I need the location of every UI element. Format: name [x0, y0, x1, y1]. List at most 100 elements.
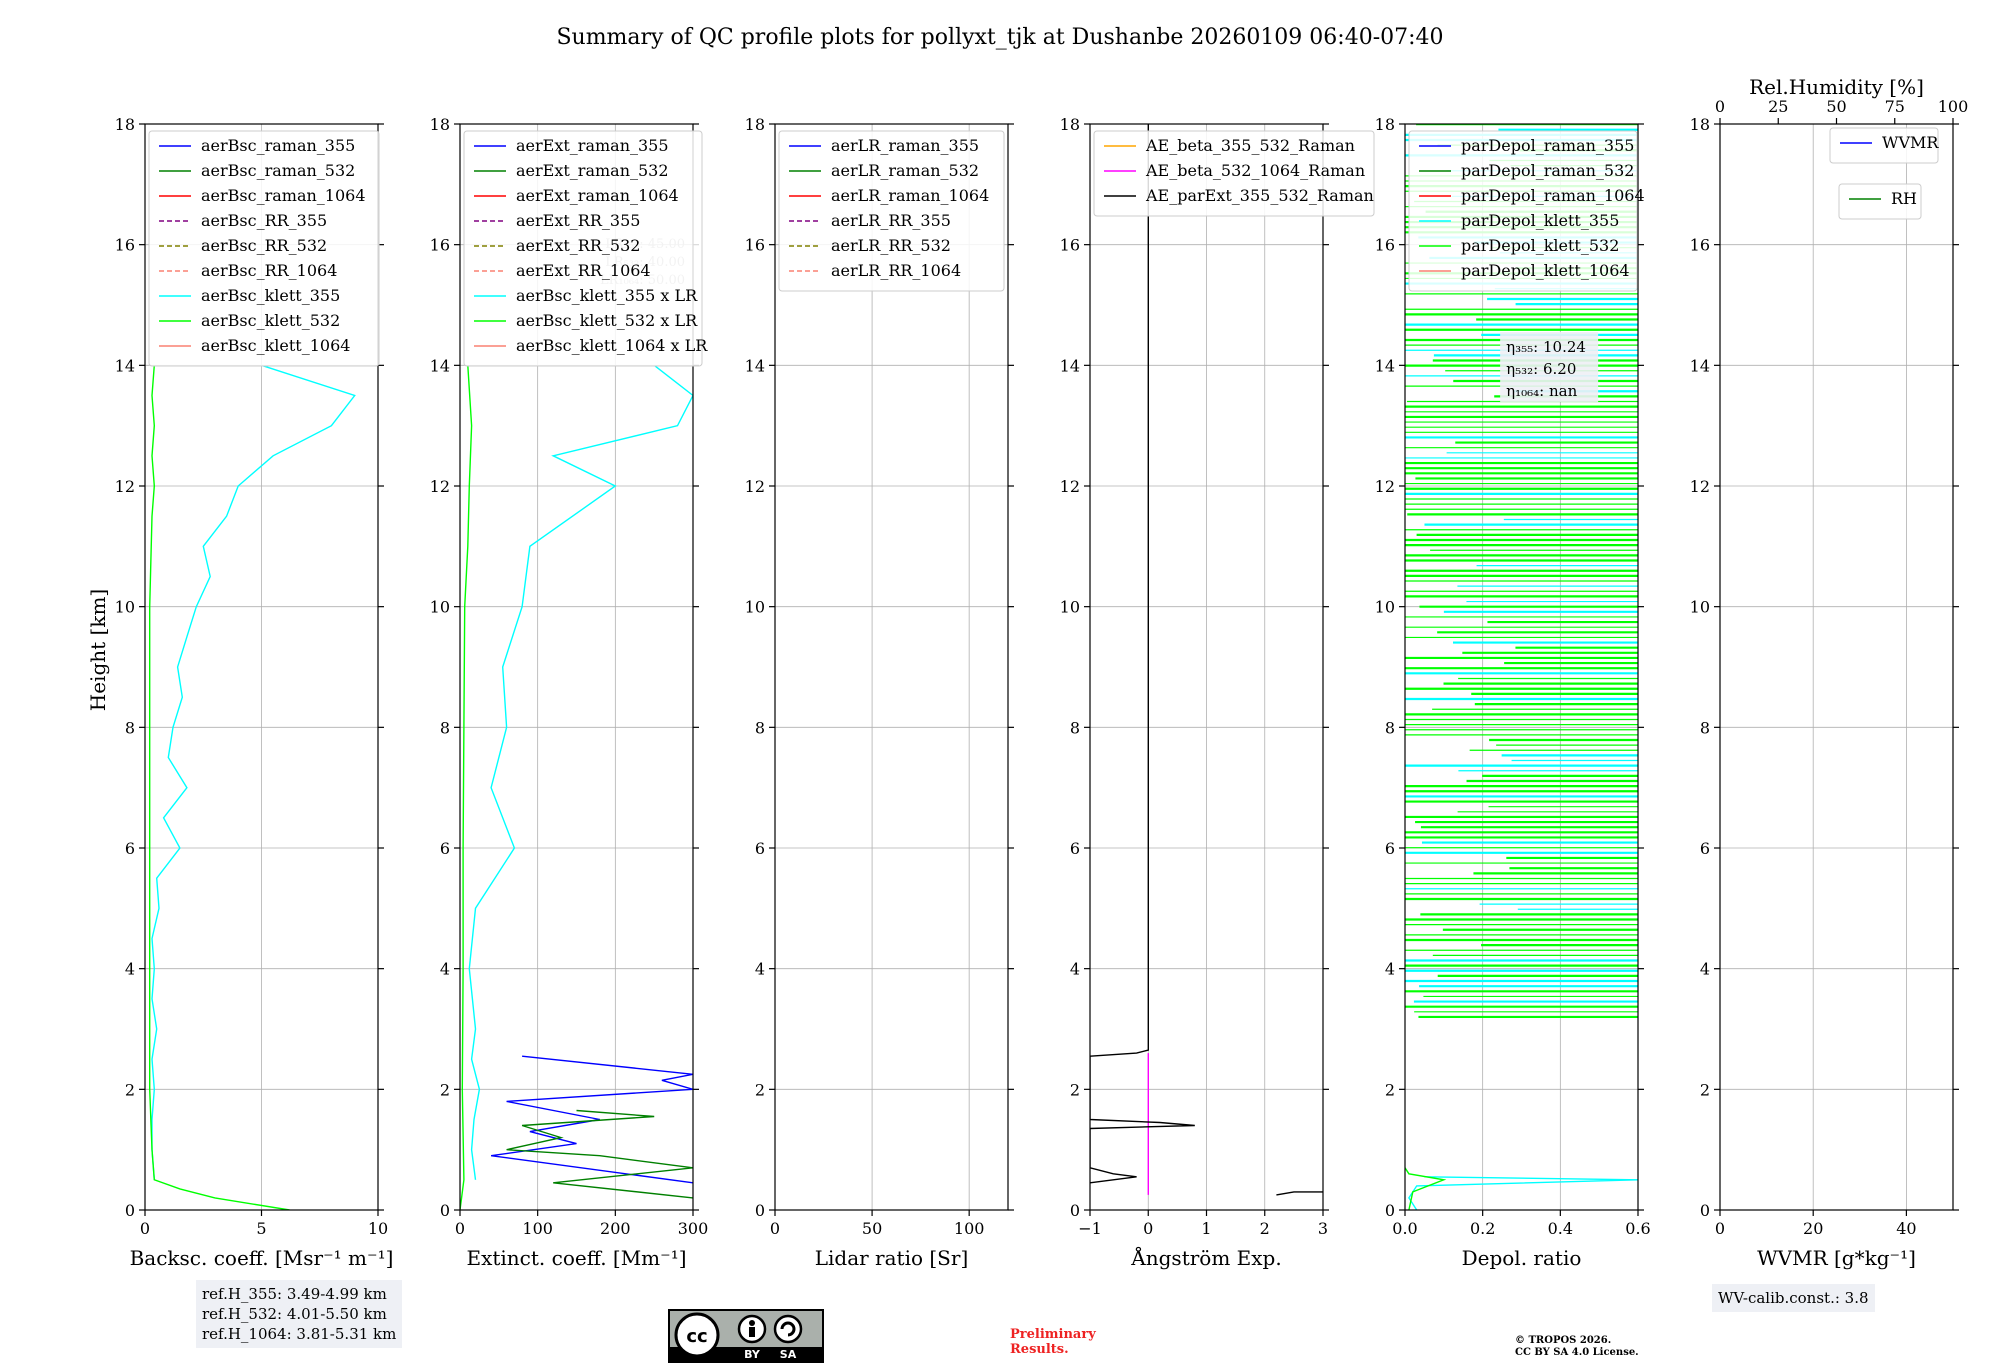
y-tick-label: 0 [125, 1201, 135, 1220]
series-parDepol_klett_355 [1408, 1176, 1638, 1210]
y-tick-label: 14 [745, 356, 765, 375]
series-aerBsc_klett_532 [148, 365, 290, 1210]
x-tick-label: 2 [1260, 1219, 1270, 1238]
y-tick-label: 18 [1060, 115, 1080, 134]
x-tick-label: 0.2 [1470, 1219, 1495, 1238]
legend-label: aerExt_RR_355 [516, 211, 640, 230]
x-tick-label: 5 [256, 1219, 266, 1238]
y-tick-label: 18 [745, 115, 765, 134]
y-tick-label: 16 [1690, 236, 1710, 255]
panel-backscatter: 0 5 10 Backsc. coeff. [Msr⁻¹ m⁻¹] 0 2 4 6 8 10 12 1… [115, 115, 394, 1270]
series-aerBsc_klett_355 x LR [468, 364, 693, 1180]
y-tick-label: 14 [1060, 356, 1080, 375]
y-tick-label: 6 [1700, 839, 1710, 858]
legend-label: parDepol_raman_355 [1461, 136, 1634, 155]
series-group [148, 364, 356, 1210]
y-tick-label: 6 [125, 839, 135, 858]
y-tick-label: 10 [1060, 598, 1080, 617]
legend-label: parDepol_klett_355 [1461, 211, 1619, 230]
x-tick-label: 50 [862, 1219, 882, 1238]
y-tick-label: 4 [755, 960, 765, 979]
legend-box [1093, 130, 1375, 217]
wv-calib-const: WV-calib.const.: 3.8 [1718, 1289, 1869, 1307]
x-axis-label: Lidar ratio [Sr] [815, 1246, 969, 1270]
x-tick-label: 3 [1318, 1219, 1328, 1238]
x-tick-label: −1 [1078, 1219, 1102, 1238]
y-tick-label: 6 [755, 839, 765, 858]
series-aerBsc_klett_532 x LR [460, 365, 473, 1210]
cc-license-badge: cc BY SA [668, 1309, 824, 1363]
legend-label: parDepol_klett_1064 [1461, 261, 1630, 280]
y-tick-label: 6 [1070, 839, 1080, 858]
x-tick-label: 0 [770, 1219, 780, 1238]
y-tick-label: 8 [1385, 718, 1395, 737]
series-group [1090, 124, 1323, 1196]
y-tick-label: 4 [1070, 960, 1080, 979]
x-tick-label: 0 [455, 1219, 465, 1238]
legend-label: aerExt_raman_532 [516, 161, 669, 180]
y-tick-label: 4 [125, 960, 135, 979]
top-x-tick-label: 0 [1715, 97, 1725, 116]
y-tick-label: 12 [115, 477, 135, 496]
y-tick-label: 10 [115, 598, 135, 617]
y-tick-label: 2 [1700, 1080, 1710, 1099]
legend-label: AE_beta_532_1064_Raman [1145, 161, 1365, 180]
y-tick-label: 0 [755, 1201, 765, 1220]
y-tick-label: 6 [440, 839, 450, 858]
x-tick-label: 200 [600, 1219, 631, 1238]
x-axis-label: WVMR [g*kg⁻¹] [1757, 1246, 1916, 1270]
x-tick-label: 10 [368, 1219, 388, 1238]
legend-label: WVMR [1882, 133, 1939, 152]
ref-height-355: ref.H_355: 3.49-4.99 km [202, 1285, 387, 1303]
y-tick-label: 18 [1375, 115, 1395, 134]
legend-label: aerLR_RR_1064 [831, 261, 961, 280]
legend-label: aerBsc_raman_355 [201, 136, 355, 155]
y-tick-label: 16 [745, 236, 765, 255]
legend-box [148, 130, 380, 367]
x-tick-label: 40 [1896, 1219, 1916, 1238]
axes-frame [1719, 123, 1954, 1211]
y-tick-label: 2 [125, 1080, 135, 1099]
legend-label: parDepol_raman_1064 [1461, 186, 1645, 205]
preliminary-line-2: Results. [1010, 1342, 1069, 1357]
copyright-line-1: © TROPOS 2026. [1515, 1335, 1612, 1346]
y-tick-label: 18 [430, 115, 450, 134]
legend-box [1829, 127, 1939, 164]
x-tick-label: 100 [954, 1219, 985, 1238]
y-tick-label: 8 [440, 718, 450, 737]
preliminary-note: Preliminary Results. [1010, 1327, 1096, 1357]
legend-label: aerLR_raman_532 [831, 161, 979, 180]
top-x-tick-label: 100 [1938, 97, 1969, 116]
legend-box [1838, 183, 1922, 220]
legend-label: AE_parExt_355_532_Raman [1145, 186, 1374, 205]
legend-label: RH [1891, 189, 1917, 208]
y-tick-label: 12 [1375, 477, 1395, 496]
eta-annotation: η₅₃₂: 6.20 [1506, 360, 1576, 378]
series-aerBsc_klett_355 [151, 364, 356, 1180]
legend-label: aerExt_RR_532 [516, 236, 640, 255]
panel-lidar_ratio: 0 50 100 Lidar ratio [Sr] 0 2 4 6 8 10 12 14 16 18 aer… [745, 115, 1014, 1270]
y-tick-label: 18 [115, 115, 135, 134]
legend-label: aerBsc_klett_532 x LR [516, 311, 698, 330]
legend-label: aerBsc_klett_355 [201, 286, 340, 305]
series-parDepol_klett_532 [1405, 1167, 1447, 1210]
y-tick-label: 10 [1690, 598, 1710, 617]
eta-annotation: η₁₀₆₄: nan [1506, 382, 1577, 400]
cc-sa-label: SA [780, 1348, 797, 1361]
legend-label: aerBsc_klett_1064 x LR [516, 336, 708, 355]
y-tick-label: 0 [1070, 1201, 1080, 1220]
legend-label: aerLR_RR_355 [831, 211, 951, 230]
cc-by-sa-icon: cc BY SA [670, 1312, 822, 1361]
legend-label: parDepol_raman_532 [1461, 161, 1634, 180]
legend-label: aerBsc_raman_532 [201, 161, 355, 180]
top-x-tick-label: 75 [1885, 97, 1905, 116]
x-axis-label: Depol. ratio [1462, 1246, 1582, 1270]
x-tick-label: 0 [1143, 1219, 1153, 1238]
y-tick-label: 2 [440, 1080, 450, 1099]
y-tick-label: 10 [745, 598, 765, 617]
y-tick-label: 8 [1700, 718, 1710, 737]
x-tick-label: 0.4 [1548, 1219, 1573, 1238]
legend-box [463, 130, 703, 367]
x-tick-label: 0.0 [1392, 1219, 1417, 1238]
legend-label: aerBsc_RR_532 [201, 236, 327, 255]
